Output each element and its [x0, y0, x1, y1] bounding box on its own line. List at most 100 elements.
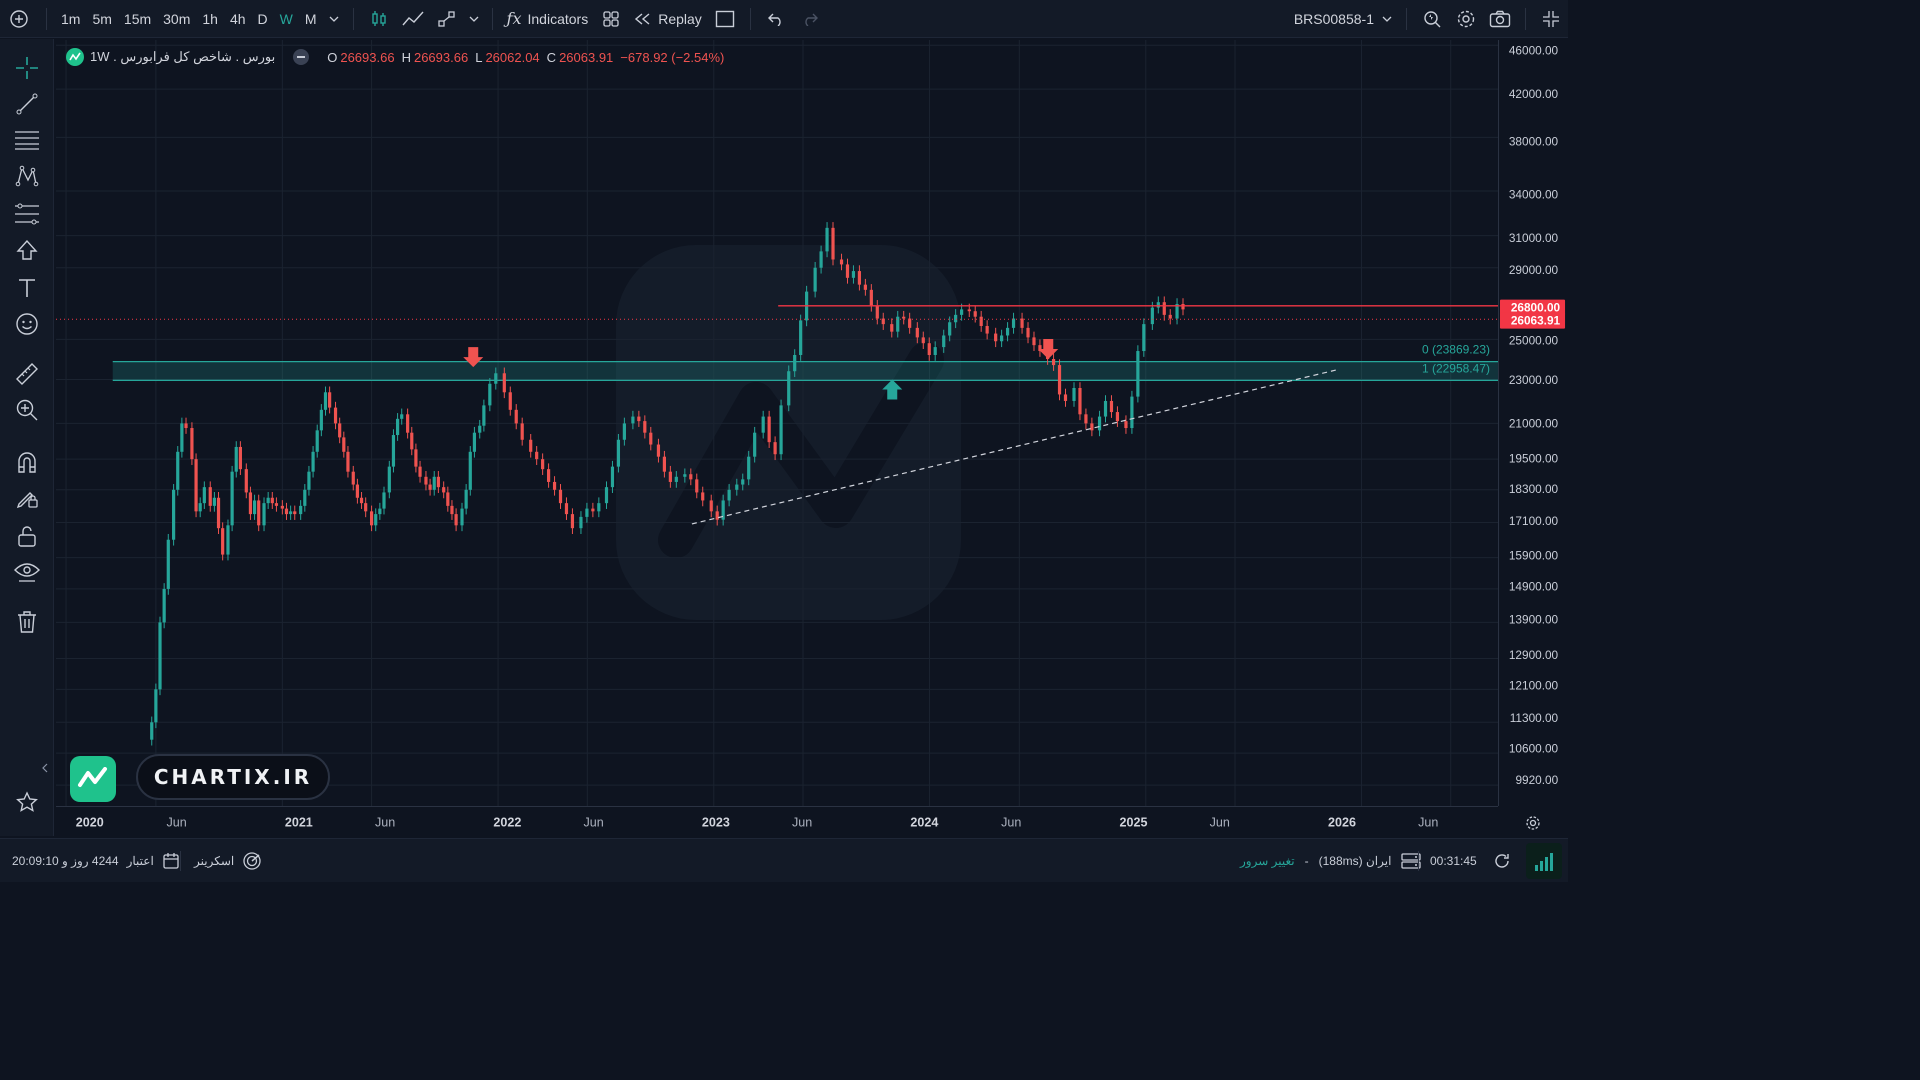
candle-body — [418, 466, 422, 477]
collapse-arrow-icon[interactable] — [38, 753, 52, 783]
horizontal-lines-icon[interactable] — [10, 125, 44, 155]
change-server-link[interactable]: تغییر سرور — [1240, 854, 1295, 868]
candle-body — [414, 449, 418, 467]
timeframe-1h[interactable]: 1h — [202, 10, 218, 27]
candle-body — [446, 492, 450, 506]
timeframe-d[interactable]: D — [257, 10, 268, 27]
undo-icon[interactable] — [759, 0, 793, 38]
price-tick-label: 11300.00 — [1510, 711, 1559, 725]
chevron-down-icon[interactable] — [323, 0, 345, 38]
rectangle-icon[interactable] — [708, 0, 742, 38]
watermark-mark — [658, 342, 944, 558]
candle-body — [1103, 400, 1108, 417]
refresh-icon[interactable] — [1492, 851, 1512, 871]
zoom-in-icon[interactable] — [10, 395, 44, 425]
replay-button[interactable]: Replay — [628, 0, 708, 38]
time-tick-label: 2025 — [1120, 815, 1148, 829]
candle-body — [570, 514, 575, 529]
axis-settings-icon[interactable] — [1522, 812, 1544, 834]
redo-icon[interactable] — [793, 0, 827, 38]
unlock-icon[interactable] — [10, 521, 44, 551]
candle-body — [176, 451, 180, 490]
candle-body — [410, 432, 414, 450]
add-symbol-icon[interactable] — [0, 0, 38, 38]
fib-zone: 0 (23869.23) 1 (22958.47) — [112, 343, 1498, 382]
candle-body — [1181, 303, 1185, 310]
legend-title: بورس . شاخص کل فرابورس . 1W — [90, 49, 276, 64]
arrow-up-icon[interactable] — [10, 235, 44, 265]
candle-body — [482, 405, 486, 426]
timeframe-1m[interactable]: 1m — [61, 10, 81, 27]
chart-type-icon[interactable] — [430, 0, 464, 38]
candle-body — [579, 516, 583, 529]
timeframe-4h[interactable]: 4h — [229, 10, 246, 27]
price-chart[interactable]: 0 (23869.23) 1 (22958.47) — [56, 40, 1498, 806]
candle-body — [668, 471, 672, 482]
top-toolbar: 1m 5m 15m 30m 1h 4h D W M ƒx Indicators Replay B… — [0, 0, 1568, 38]
candle-body — [1109, 400, 1114, 413]
candle-body — [319, 409, 323, 431]
candle-body — [166, 539, 170, 589]
candle-body — [424, 476, 428, 485]
time-axis[interactable]: 2020 Jun 2021 Jun 2022 Jun 2023 Jun 2024 Jun 2025 J… — [56, 806, 1498, 836]
candle-body — [973, 311, 977, 317]
candle-body — [1000, 335, 1004, 342]
timeframe-5m[interactable]: 5m — [92, 10, 112, 27]
hide-legend-icon[interactable] — [293, 49, 310, 65]
line-chart-icon[interactable] — [396, 0, 430, 38]
brand-name: CHARTIX.IR — [136, 754, 330, 800]
timeframe-30m[interactable]: 30m — [163, 10, 191, 27]
indicators-button[interactable]: ƒx Indicators — [501, 0, 595, 38]
timeframe-w[interactable]: W — [279, 10, 293, 27]
chart-watermark — [616, 245, 961, 620]
timeframe-15m[interactable]: 15m — [123, 10, 152, 27]
candle-body — [374, 514, 378, 526]
candle-body — [442, 487, 446, 493]
emoji-icon[interactable] — [10, 309, 44, 339]
trash-icon[interactable] — [10, 607, 44, 637]
quick-search-icon[interactable] — [1415, 0, 1449, 38]
eye-icon[interactable] — [10, 557, 44, 587]
camera-icon[interactable] — [1483, 0, 1517, 38]
separator-dash: - — [1304, 854, 1309, 868]
candle-body — [274, 503, 279, 506]
fib-retracement-icon[interactable] — [10, 199, 44, 229]
candle-body — [342, 437, 346, 452]
candle-body — [921, 337, 925, 344]
candles-icon[interactable] — [362, 0, 396, 38]
candle-body — [454, 514, 458, 526]
price-tick-label: 34000.00 — [1509, 187, 1559, 201]
pattern-icon[interactable] — [10, 161, 44, 191]
star-icon[interactable] — [10, 787, 44, 817]
validity-info: 4244 روز و 20:09:10 اعتبار — [12, 839, 180, 883]
crosshair-icon[interactable] — [10, 53, 44, 83]
chevron-down-icon[interactable] — [464, 0, 484, 38]
price-axis[interactable]: 46000.00 42000.00 38000.00 34000.00 31000.00… — [1498, 40, 1568, 806]
price-tick-label: 18300.00 — [1509, 482, 1559, 496]
candle-body — [747, 456, 751, 480]
gear-icon[interactable] — [1449, 0, 1483, 38]
collapse-icon[interactable] — [1534, 0, 1568, 38]
symbol-selector[interactable]: BRS00858-1 — [1288, 0, 1398, 38]
candle-body — [234, 446, 238, 472]
candle-body — [338, 423, 342, 438]
replay-label: Replay — [658, 10, 702, 27]
lock-drawing-icon[interactable] — [10, 483, 44, 513]
screener-button[interactable]: اسکرینر — [194, 839, 262, 883]
layouts-icon[interactable] — [594, 0, 628, 38]
candle-body — [406, 414, 410, 433]
ruler-icon[interactable] — [10, 359, 44, 389]
arrow-down-marker — [463, 347, 484, 368]
symbol-code: BRS00858-1 — [1293, 10, 1374, 27]
magnet-icon[interactable] — [10, 447, 44, 477]
price-tick-label: 23000.00 — [1509, 373, 1559, 387]
candle-body — [311, 451, 315, 472]
candle-body — [1150, 307, 1154, 325]
rewind-icon — [635, 12, 650, 25]
candle-body — [303, 489, 307, 506]
last-price-badge-bg — [1499, 312, 1566, 329]
drawing-toolbar — [0, 39, 54, 836]
trend-line-icon[interactable] — [10, 89, 44, 119]
timeframe-m-month[interactable]: M — [304, 10, 317, 27]
text-icon[interactable] — [10, 273, 44, 303]
